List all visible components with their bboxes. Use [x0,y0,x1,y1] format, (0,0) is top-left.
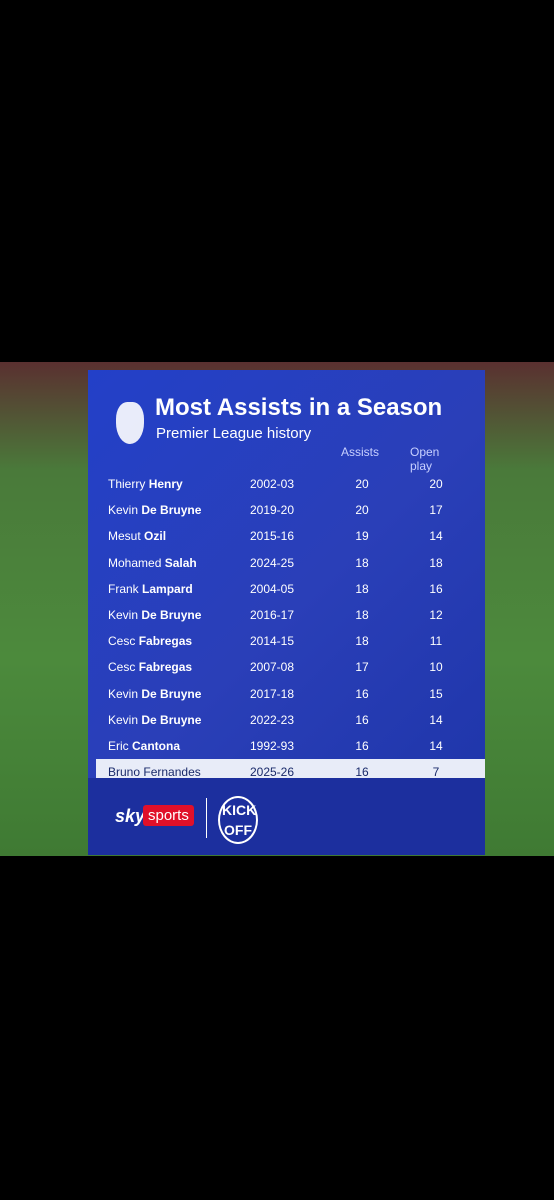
assists: 16 [355,765,369,780]
season: 1992-93 [249,739,295,753]
last-name: Fabregas [138,634,193,649]
player-name: Cesc Fabregas [108,634,192,648]
player-name: Cesc Fabregas [108,660,192,674]
player-name: Mesut Ozil [108,529,166,543]
assists: 17 [355,660,369,675]
brand-sports: sports [143,805,194,826]
open-play: 14 [429,529,443,544]
season: 2014-15 [249,634,295,649]
player-name: Kevin De Bruyne [108,503,201,517]
league-crest [116,402,144,444]
last-name: Cantona [132,739,181,753]
table-row: Eric Cantona 1992-93 16 14 [96,733,485,759]
open-play: 10 [429,660,443,675]
last-name: De Bruyne [141,686,202,701]
first-name: Kevin [108,503,139,518]
season: 2019-20 [249,503,295,518]
season: 2016-17 [249,608,295,622]
player-name: Eric Cantona [108,739,180,753]
player-name: Frank Lampard [108,582,193,596]
graphic-panel: Most Assists in a Season Premier League … [88,370,485,855]
column-header: Assists [340,445,380,459]
assists: 20 [355,477,369,491]
first-name: Thierry [108,477,146,491]
brand-sky: sky [115,806,146,826]
last-name: Salah [164,555,197,570]
logo-text: KICK [222,802,257,818]
last-name: De Bruyne [141,712,202,727]
first-name: Cesc [108,634,136,649]
open-play: 18 [429,555,443,570]
season: 2004-05 [249,581,295,596]
open-play: 12 [429,608,443,622]
open-play: 14 [429,712,443,727]
season: 2017-18 [249,686,295,701]
subtitle: Premier League history [156,425,312,442]
player-name: Bruno Fernandes [108,765,201,779]
first-name: Kevin [108,686,139,701]
first-name: Cesc [108,660,136,675]
last-name: Henry [148,477,183,491]
season: 2015-16 [249,529,295,544]
assists: 18 [355,634,369,649]
player-name: Kevin De Bruyne [108,687,201,701]
player-name: Kevin De Bruyne [108,608,201,622]
assists: 16 [355,739,369,753]
player-name: Kevin De Bruyne [108,713,201,727]
assists: 16 [355,686,369,701]
first-name: Mohamed [108,555,162,570]
open-play: 14 [429,739,443,753]
first-name: Kevin [108,712,139,727]
assists: 20 [355,503,369,518]
season: 2002-03 [249,477,295,491]
table-row: Mesut Ozil 2015-16 19 14 [96,523,485,549]
logo-text: OFF [224,822,252,838]
table-row: Cesc Fabregas 2007-08 17 10 [96,654,485,680]
footer: sky sports KICK OFF [88,778,485,855]
first-name: Frank [108,581,139,596]
last-name: De Bruyne [141,608,202,622]
column-header: Open play [410,445,440,473]
table-row: Thierry Henry 2002-03 20 20 [96,471,485,497]
open-play: 11 [429,634,443,649]
table-row: Cesc Fabregas 2014-15 18 11 [96,628,485,654]
table-row: Frank Lampard 2004-05 18 16 [96,576,485,602]
open-play: 7 [432,765,440,780]
last-name: Lampard [142,581,193,596]
open-play: 17 [429,503,443,518]
first-name: Kevin [108,608,139,622]
open-play: 20 [429,477,443,491]
last-name: Fernandes [143,765,201,780]
assists: 18 [355,555,369,570]
last-name: Fabregas [138,660,193,675]
first-name: Bruno [108,765,141,780]
table-row: Kevin De Bruyne 2017-18 16 15 [96,681,485,707]
season: 2022-23 [249,712,295,727]
assists: 18 [355,581,369,596]
table-row: Kevin De Bruyne 2022-23 16 14 [96,707,485,733]
season: 2007-08 [249,660,295,675]
title: Most Assists in a Season [155,394,443,421]
player-name: Thierry Henry [108,477,183,491]
season: 2024-25 [249,555,295,570]
first-name: Eric [108,739,129,753]
open-play: 16 [429,581,443,596]
last-name: De Bruyne [141,503,202,518]
assists: 18 [355,608,369,622]
last-name: Ozil [144,529,167,544]
table-row: Mohamed Salah 2024-25 18 18 [96,550,485,576]
first-name: Mesut [108,529,141,544]
player-name: Mohamed Salah [108,556,197,570]
kick-off-logo: KICK OFF [218,796,258,844]
table-row: Kevin De Bruyne 2019-20 20 17 [96,497,485,523]
assists: 16 [355,712,369,727]
table-row: Kevin De Bruyne 2016-17 18 12 [96,602,485,628]
separator [206,798,207,838]
open-play: 15 [429,686,443,701]
season: 2025-26 [249,765,295,780]
assists: 19 [355,529,369,544]
